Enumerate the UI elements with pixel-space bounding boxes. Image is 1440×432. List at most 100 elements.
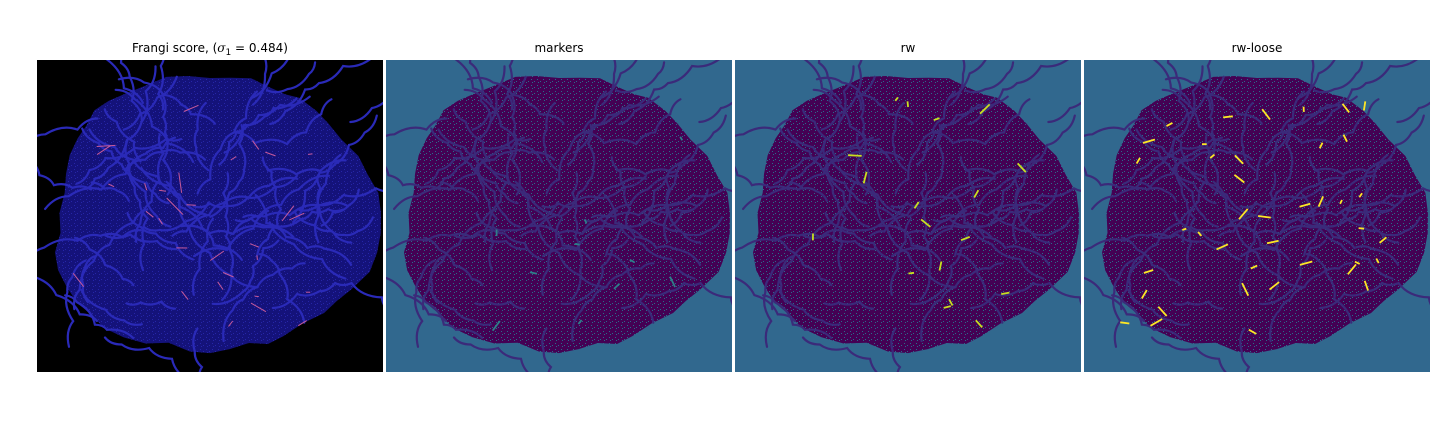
vessel-structure xyxy=(641,114,727,224)
vessel-structure xyxy=(812,88,893,163)
vessel-structure xyxy=(1161,88,1242,163)
vessel-structure xyxy=(956,253,1004,324)
highlight-segment xyxy=(1261,108,1271,121)
vessel-structure xyxy=(859,95,871,196)
highlight-segment xyxy=(1299,202,1311,208)
vessel-structure xyxy=(907,123,945,218)
highlight-segment xyxy=(249,243,259,248)
vessel-structure xyxy=(122,75,178,131)
vessel-structure xyxy=(80,288,143,326)
vessel-structure xyxy=(196,90,258,195)
highlight-segment xyxy=(228,320,234,327)
vessel-structure xyxy=(582,98,682,146)
highlight-segment xyxy=(933,117,940,122)
vessel-structure xyxy=(72,208,149,311)
highlight-segment xyxy=(1363,101,1367,111)
vessel-structure xyxy=(778,288,841,326)
vessel-structure xyxy=(1173,211,1242,261)
vessel-structure xyxy=(468,60,492,122)
vessel-structure xyxy=(863,180,941,261)
vessel-structure xyxy=(1313,159,1394,176)
highlight-segment xyxy=(613,282,621,290)
vessel-structure xyxy=(1137,181,1177,202)
highlight-segment xyxy=(979,103,991,115)
highlight-segment xyxy=(1268,281,1280,291)
vessel-structure xyxy=(1256,123,1294,218)
vessel-structure xyxy=(940,174,1028,219)
title-suffix: = 0.484) xyxy=(231,41,288,55)
highlight-segment xyxy=(908,271,915,275)
vessel-structure xyxy=(44,136,177,210)
vessel-structure xyxy=(1238,217,1261,296)
vessel-structure xyxy=(614,61,666,94)
vessel-structure xyxy=(990,114,1076,224)
vessel-structure xyxy=(1240,209,1317,258)
highlight-segment xyxy=(298,320,307,327)
vessel-structure xyxy=(386,166,442,191)
vessel-structure xyxy=(1301,194,1400,266)
highlight-segment xyxy=(894,96,899,102)
vessel-structure xyxy=(820,75,876,131)
vessel-structure xyxy=(1014,174,1051,244)
highlight-segment xyxy=(1342,134,1348,143)
highlight-segment xyxy=(1216,243,1229,251)
vessel-structure xyxy=(492,201,559,232)
highlight-segment xyxy=(669,276,676,288)
highlight-segment xyxy=(222,272,234,278)
highlight-segment xyxy=(906,101,909,108)
vessel-structure xyxy=(514,180,592,261)
vessel-structure xyxy=(266,159,347,176)
vessel-structure xyxy=(269,60,371,126)
highlight-segment xyxy=(210,250,225,261)
vessel-structure xyxy=(73,236,135,287)
highlight-segment xyxy=(178,172,183,193)
vessel-structure xyxy=(421,208,498,311)
vessel-structure xyxy=(1243,90,1305,195)
vessel-structure xyxy=(434,65,506,190)
vessel-structure xyxy=(1091,136,1224,210)
vessel-structure xyxy=(889,217,912,296)
vessel-structure xyxy=(1119,208,1196,311)
vessel-structure xyxy=(114,88,195,163)
vessel-structure xyxy=(422,236,484,287)
vessel-structure xyxy=(454,60,493,104)
vessel-structure xyxy=(161,95,173,196)
vessel-structure xyxy=(823,300,875,310)
markers-image xyxy=(386,60,732,372)
vessel-structure xyxy=(1339,114,1425,224)
vessel-structure xyxy=(1203,60,1212,111)
panel-title-markers: markers xyxy=(534,41,584,55)
vessel-structure xyxy=(1018,188,1058,227)
highlight-segment xyxy=(1197,231,1203,237)
vessel-structure xyxy=(1318,281,1430,310)
vessel-structure xyxy=(967,60,1069,126)
vessel-structure xyxy=(1190,201,1257,232)
vessel-structure xyxy=(256,156,283,257)
highlight-segment xyxy=(1135,157,1141,165)
vessel-structure xyxy=(620,281,732,310)
vessel-structure xyxy=(37,117,99,138)
vessel-structure xyxy=(510,95,522,196)
vessel-structure xyxy=(103,108,142,163)
vessel-structure xyxy=(762,294,833,340)
vessel-structure xyxy=(570,172,584,301)
highlight-segment xyxy=(181,290,189,300)
vessel-structure xyxy=(841,201,908,232)
vessel-structure xyxy=(1312,61,1364,94)
highlight-segment xyxy=(913,201,920,209)
highlight-segment xyxy=(1299,260,1313,266)
highlight-segment xyxy=(1001,291,1010,295)
vessel-structure xyxy=(452,336,529,372)
vessel-structure xyxy=(126,211,195,261)
rw-loose-image-panel xyxy=(1084,60,1430,372)
highlight-segment xyxy=(1317,196,1324,207)
highlight-segment xyxy=(848,154,862,157)
highlight-segment xyxy=(529,271,538,275)
vessel-structure xyxy=(268,221,347,280)
highlight-segment xyxy=(252,140,260,150)
highlight-segment xyxy=(96,144,116,147)
highlight-segment xyxy=(186,204,196,206)
highlight-segment xyxy=(1143,269,1154,274)
vessel-structure xyxy=(209,123,247,218)
vessel-structure xyxy=(607,253,655,324)
